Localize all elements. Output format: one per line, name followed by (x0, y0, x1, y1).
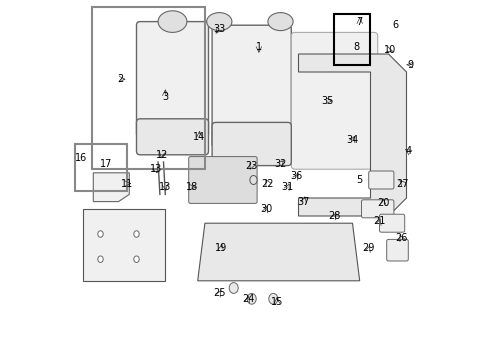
Text: 5: 5 (356, 175, 362, 185)
Text: 7: 7 (356, 17, 362, 27)
Text: 15: 15 (270, 297, 283, 307)
Text: 13: 13 (159, 182, 171, 192)
Ellipse shape (98, 256, 103, 262)
Text: 16: 16 (75, 153, 87, 163)
Ellipse shape (267, 13, 292, 31)
FancyBboxPatch shape (136, 22, 208, 137)
Ellipse shape (134, 231, 139, 237)
Ellipse shape (268, 293, 277, 304)
Text: 9: 9 (406, 60, 412, 70)
Text: 30: 30 (260, 204, 272, 214)
FancyBboxPatch shape (361, 200, 393, 218)
FancyBboxPatch shape (136, 119, 208, 155)
FancyBboxPatch shape (212, 122, 291, 166)
Text: 35: 35 (321, 96, 333, 106)
Text: 19: 19 (215, 243, 227, 253)
Text: 2: 2 (117, 74, 123, 84)
Text: 34: 34 (346, 135, 358, 145)
Bar (75, 144, 127, 191)
Text: 29: 29 (362, 243, 374, 253)
Polygon shape (93, 173, 129, 202)
Text: 13: 13 (149, 164, 162, 174)
Polygon shape (298, 54, 406, 216)
Text: 10: 10 (384, 45, 396, 55)
Text: 11: 11 (121, 179, 133, 189)
Text: 24: 24 (242, 294, 254, 304)
Polygon shape (82, 209, 165, 281)
Text: 33: 33 (213, 24, 225, 34)
Text: 31: 31 (281, 182, 293, 192)
Text: 32: 32 (274, 159, 286, 169)
Ellipse shape (206, 13, 231, 31)
Ellipse shape (98, 231, 103, 237)
Bar (334, 14, 370, 65)
Text: 1: 1 (255, 42, 262, 52)
Text: 3: 3 (162, 92, 168, 102)
FancyBboxPatch shape (291, 32, 377, 169)
Text: 6: 6 (392, 20, 398, 30)
Text: 4: 4 (405, 146, 410, 156)
FancyBboxPatch shape (188, 157, 257, 203)
FancyBboxPatch shape (212, 25, 291, 148)
Polygon shape (197, 223, 359, 281)
Text: 14: 14 (193, 132, 205, 142)
FancyBboxPatch shape (379, 214, 404, 232)
Text: 26: 26 (394, 233, 407, 243)
Text: 28: 28 (327, 211, 340, 221)
Ellipse shape (249, 176, 257, 185)
Text: 27: 27 (396, 179, 408, 189)
Text: 8: 8 (352, 42, 358, 52)
Ellipse shape (158, 11, 186, 32)
Text: 25: 25 (213, 288, 225, 298)
Text: 23: 23 (245, 161, 257, 171)
Bar (91, 7, 204, 169)
Text: 21: 21 (372, 216, 385, 226)
Text: 18: 18 (186, 182, 198, 192)
Text: 20: 20 (376, 198, 388, 208)
Text: 36: 36 (290, 171, 302, 181)
Ellipse shape (134, 256, 139, 262)
Ellipse shape (229, 283, 238, 293)
FancyBboxPatch shape (368, 171, 393, 189)
Text: 17: 17 (100, 159, 112, 169)
Text: 37: 37 (297, 197, 309, 207)
Text: 12: 12 (155, 150, 167, 160)
FancyBboxPatch shape (386, 239, 407, 261)
Ellipse shape (247, 293, 256, 304)
Text: 22: 22 (261, 179, 274, 189)
